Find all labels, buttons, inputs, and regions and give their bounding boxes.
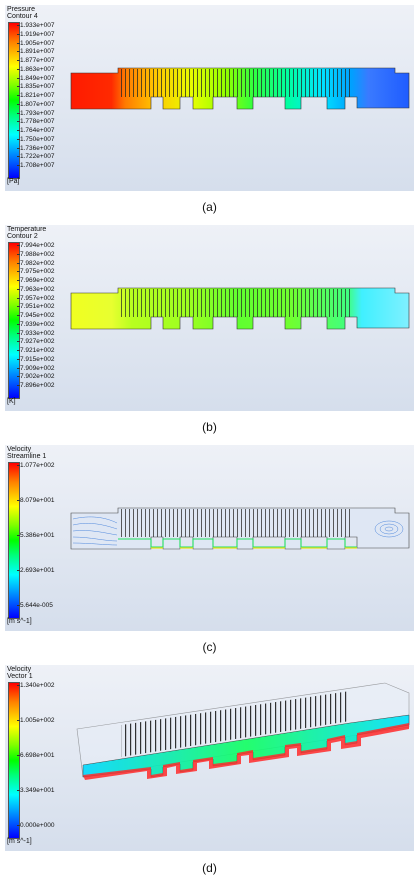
tick-label: 3.349e+001 xyxy=(17,787,55,794)
tick-label: 7.975e+002 xyxy=(17,268,55,276)
tick-label: 7.945e+002 xyxy=(17,312,55,319)
tick-label: 1.807e+007 xyxy=(17,100,55,108)
figure-caption: (b) xyxy=(202,420,217,434)
tick-label: 1.340e+002 xyxy=(17,682,55,689)
channel-streamlines xyxy=(70,507,410,550)
unit-label: [Pa] xyxy=(7,178,20,185)
tick-label: 1.877e+007 xyxy=(17,57,55,64)
tick-label: 7.963e+002 xyxy=(17,285,55,293)
tick-label: 5.644e-005 xyxy=(17,602,53,609)
tick-label: 7.915e+002 xyxy=(17,355,55,363)
color-bar xyxy=(8,682,20,839)
tick-label: 2.693e+001 xyxy=(17,567,55,574)
legend-subtitle: Contour 4 xyxy=(7,13,38,20)
channel-pressure-contour xyxy=(70,67,410,110)
legend-subtitle: Streamline 1 xyxy=(7,453,47,460)
velocity-vector-panel: Velocity Vector 1 1.340e+002 1.005e+002 … xyxy=(5,665,414,851)
tick-label: 6.698e+001 xyxy=(17,752,55,759)
tick-label: 1.919e+007 xyxy=(17,30,55,38)
channel-temperature-contour xyxy=(70,287,410,330)
figure-caption: (d) xyxy=(202,861,217,875)
legend-subtitle: Vector 1 xyxy=(7,673,33,680)
channel-vector-3d xyxy=(76,682,410,780)
legend-title: Pressure xyxy=(7,6,36,13)
tick-label: 1.750e+007 xyxy=(17,135,55,143)
color-bar-ticks: 7.994e+002 7.988e+002 7.982e+002 7.975e+… xyxy=(17,242,80,398)
legend-title: Temperature xyxy=(7,226,47,233)
tick-label: 7.988e+002 xyxy=(17,250,55,258)
color-bar-ticks: 1.077e+002 8.079e+001 5.386e+001 2.693e+… xyxy=(17,462,80,618)
figure-caption: (c) xyxy=(202,640,217,654)
color-bar xyxy=(8,22,20,179)
color-bar-ticks: 1.340e+002 1.005e+002 6.698e+001 3.349e+… xyxy=(17,682,80,838)
tick-label: 7.957e+002 xyxy=(17,294,55,302)
tick-label: 7.909e+002 xyxy=(17,364,55,372)
tick-label: 1.778e+007 xyxy=(17,118,55,126)
tick-label: 0.000e+000 xyxy=(17,822,55,829)
tick-label: 8.079e+001 xyxy=(17,497,55,504)
tick-label: 1.764e+007 xyxy=(17,127,55,134)
figure-caption: (a) xyxy=(202,200,217,214)
legend-subtitle: Contour 2 xyxy=(7,233,38,240)
tick-label: 1.793e+007 xyxy=(17,109,55,117)
tick-label: 7.951e+002 xyxy=(17,303,55,311)
color-bar-ticks: 1.933e+007 1.919e+007 1.905e+007 1.891e+… xyxy=(17,22,80,178)
tick-label: 1.905e+007 xyxy=(17,39,55,47)
tick-label: 1.077e+002 xyxy=(17,462,55,469)
color-bar xyxy=(8,462,20,619)
tick-label: 1.736e+007 xyxy=(17,144,55,152)
tick-label: 1.835e+007 xyxy=(17,83,55,91)
velocity-streamline-panel: Velocity Streamline 1 1.077e+002 8.079e+… xyxy=(5,445,414,631)
unit-label: [m s^-1] xyxy=(7,618,32,625)
pressure-contour-panel: Pressure Contour 4 1.933e+007 1.919e+007… xyxy=(5,5,414,191)
tick-label: 7.969e+002 xyxy=(17,277,55,284)
temperature-contour-panel: Temperature Contour 2 7.994e+002 7.988e+… xyxy=(5,225,414,411)
unit-label: [m s^-1] xyxy=(7,838,32,845)
tick-label: 1.863e+007 xyxy=(17,65,55,73)
tick-label: 7.896e+002 xyxy=(17,382,55,389)
tick-label: 7.927e+002 xyxy=(17,338,55,346)
tick-label: 1.821e+007 xyxy=(17,92,55,99)
tick-label: 7.994e+002 xyxy=(17,242,55,249)
tick-label: 5.386e+001 xyxy=(17,532,55,539)
legend-title: Velocity xyxy=(7,666,32,673)
color-bar xyxy=(8,242,20,399)
unit-label: [K] xyxy=(7,398,16,405)
tick-label: 7.902e+002 xyxy=(17,373,55,381)
tick-label: 1.933e+007 xyxy=(17,22,55,29)
legend-title: Velocity xyxy=(7,446,32,453)
tick-label: 1.708e+007 xyxy=(17,162,55,169)
tick-label: 7.933e+002 xyxy=(17,329,55,337)
tick-label: 1.891e+007 xyxy=(17,48,55,56)
tick-label: 7.939e+002 xyxy=(17,320,55,328)
tick-label: 1.722e+007 xyxy=(17,153,55,161)
tick-label: 7.982e+002 xyxy=(17,259,55,267)
tick-label: 1.849e+007 xyxy=(17,74,55,82)
tick-label: 7.921e+002 xyxy=(17,347,55,354)
tick-label: 1.005e+002 xyxy=(17,717,55,724)
